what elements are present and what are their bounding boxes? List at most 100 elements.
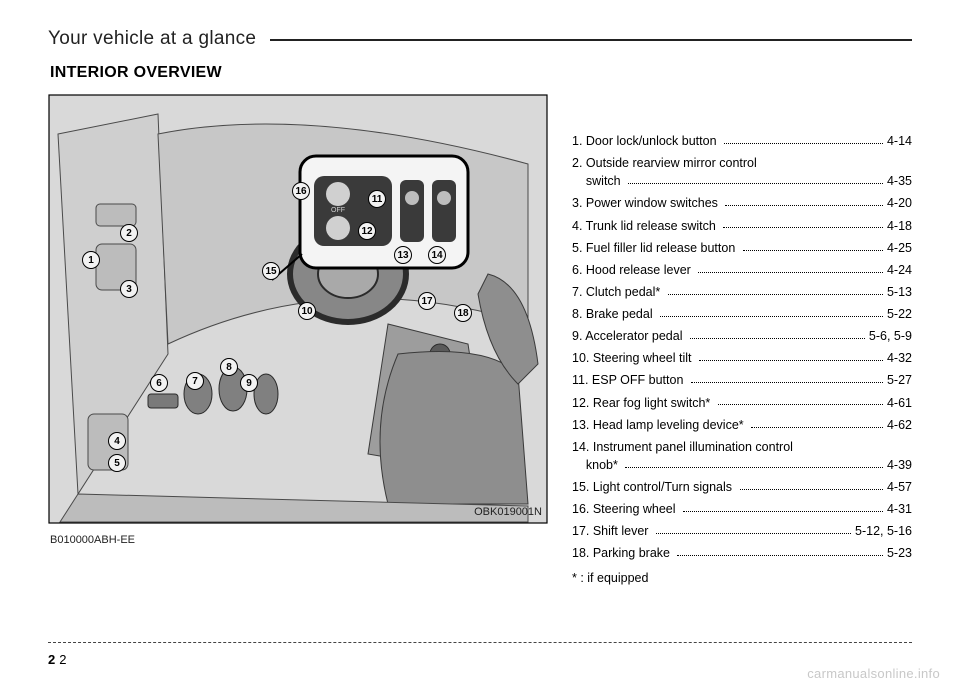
legend-item: 9. Accelerator pedal 5-6, 5-9	[572, 327, 912, 345]
legend-leader	[691, 371, 883, 383]
page: Your vehicle at a glance INTERIOR OVERVI…	[0, 0, 960, 689]
legend-ref: 4-57	[887, 478, 912, 496]
header-title: Your vehicle at a glance	[48, 28, 256, 50]
legend-ref: 4-35	[887, 172, 912, 190]
legend-ref: 4-61	[887, 394, 912, 412]
legend-label: 4. Trunk lid release switch	[572, 217, 719, 235]
legend-ref: 4-18	[887, 217, 912, 235]
callout-6: 6	[150, 374, 168, 392]
legend-item: 7. Clutch pedal* 5-13	[572, 283, 912, 301]
callout-5: 5	[108, 454, 126, 472]
legend-leader	[677, 544, 883, 556]
legend-label: 1. Door lock/unlock button	[572, 132, 720, 150]
legend-leader	[625, 456, 883, 468]
callout-8: 8	[220, 358, 238, 376]
legend-ref: 4-32	[887, 349, 912, 367]
callout-1: 1	[82, 251, 100, 269]
legend-label: 3. Power window switches	[572, 194, 721, 212]
legend-label: 17. Shift lever	[572, 522, 652, 540]
legend-leader	[698, 261, 883, 273]
legend-ref: 4-31	[887, 500, 912, 518]
legend-leader	[699, 349, 883, 361]
callout-4: 4	[108, 432, 126, 450]
legend-ref: 5-22	[887, 305, 912, 323]
legend-label-cont: knob*	[572, 456, 621, 474]
legend-ref: 4-25	[887, 239, 912, 257]
legend-label: 16. Steering wheel	[572, 500, 679, 518]
interior-figure: OFF 123456789101112131415161718 OBK01900…	[48, 94, 548, 524]
legend-leader	[723, 217, 883, 229]
callout-18: 18	[454, 304, 472, 322]
figure-code-left: B010000ABH-EE	[50, 534, 135, 546]
legend-label: 14. Instrument panel illumination contro…	[572, 438, 912, 456]
legend-label: 7. Clutch pedal*	[572, 283, 664, 301]
page-number: 2 2	[48, 652, 66, 667]
legend-ref: 5-12, 5-16	[855, 522, 912, 540]
callout-15: 15	[262, 262, 280, 280]
legend-label: 10. Steering wheel tilt	[572, 349, 695, 367]
legend-ref: 5-27	[887, 371, 912, 389]
legend-item: 18. Parking brake 5-23	[572, 544, 912, 562]
legend-item: 2. Outside rearview mirror control switc…	[572, 154, 912, 190]
legend-ref: 4-14	[887, 132, 912, 150]
header: Your vehicle at a glance	[48, 28, 912, 50]
legend-leader	[724, 132, 883, 144]
legend-item: 13. Head lamp leveling device* 4-62	[572, 416, 912, 434]
figure-code-right: OBK019001N	[474, 506, 542, 518]
header-rule	[270, 39, 912, 41]
legend-item: 12. Rear fog light switch* 4-61	[572, 394, 912, 412]
callout-12: 12	[358, 222, 376, 240]
legend-leader	[656, 522, 851, 534]
legend-item: 5. Fuel filler lid release button 4-25	[572, 239, 912, 257]
callout-7: 7	[186, 372, 204, 390]
legend-item: 10. Steering wheel tilt 4-32	[572, 349, 912, 367]
legend-ref: 4-62	[887, 416, 912, 434]
content-columns: OFF 123456789101112131415161718 OBK01900…	[48, 94, 912, 587]
callout-11: 11	[368, 190, 386, 208]
legend-item: 4. Trunk lid release switch 4-18	[572, 217, 912, 235]
legend-leader	[725, 194, 883, 206]
legend-ref: 4-24	[887, 261, 912, 279]
figure-callouts: 123456789101112131415161718	[48, 94, 548, 524]
legend-item: 17. Shift lever 5-12, 5-16	[572, 522, 912, 540]
legend-item: 3. Power window switches 4-20	[572, 194, 912, 212]
legend-item: 15. Light control/Turn signals 4-57	[572, 478, 912, 496]
watermark: carmanualsonline.info	[807, 666, 940, 681]
legend-label: 6. Hood release lever	[572, 261, 694, 279]
legend-label: 5. Fuel filler lid release button	[572, 239, 739, 257]
legend-item: 14. Instrument panel illumination contro…	[572, 438, 912, 474]
legend-ref: 4-39	[887, 456, 912, 474]
legend-label: 18. Parking brake	[572, 544, 673, 562]
legend-label: 8. Brake pedal	[572, 305, 656, 323]
legend-leader	[751, 416, 883, 428]
legend-leader	[740, 478, 883, 490]
legend-label: 13. Head lamp leveling device*	[572, 416, 747, 434]
legend-ref: 4-20	[887, 194, 912, 212]
legend-item: 16. Steering wheel 4-31	[572, 500, 912, 518]
callout-3: 3	[120, 280, 138, 298]
callout-16: 16	[292, 182, 310, 200]
legend-label: 12. Rear fog light switch*	[572, 394, 714, 412]
legend-leader	[683, 500, 883, 512]
legend-leader	[660, 305, 883, 317]
legend-ref: 5-23	[887, 544, 912, 562]
footer-rule	[48, 642, 912, 643]
legend-leader	[718, 394, 883, 406]
callout-14: 14	[428, 246, 446, 264]
page-index: 2	[59, 652, 66, 667]
callout-13: 13	[394, 246, 412, 264]
legend-item: 6. Hood release lever 4-24	[572, 261, 912, 279]
legend-label-cont: switch	[572, 172, 624, 190]
legend-leader	[668, 283, 883, 295]
section-number: 2	[48, 652, 55, 667]
legend-label: 11. ESP OFF button	[572, 371, 687, 389]
legend-leader	[628, 172, 883, 184]
legend: 1. Door lock/unlock button 4-14 2. Outsid…	[572, 94, 912, 587]
legend-leader	[743, 239, 883, 251]
section-title: INTERIOR OVERVIEW	[50, 64, 912, 82]
legend-label: 2. Outside rearview mirror control	[572, 154, 912, 172]
legend-footnote: * : if equipped	[572, 569, 912, 587]
callout-2: 2	[120, 224, 138, 242]
callout-17: 17	[418, 292, 436, 310]
legend-ref: 5-13	[887, 283, 912, 301]
